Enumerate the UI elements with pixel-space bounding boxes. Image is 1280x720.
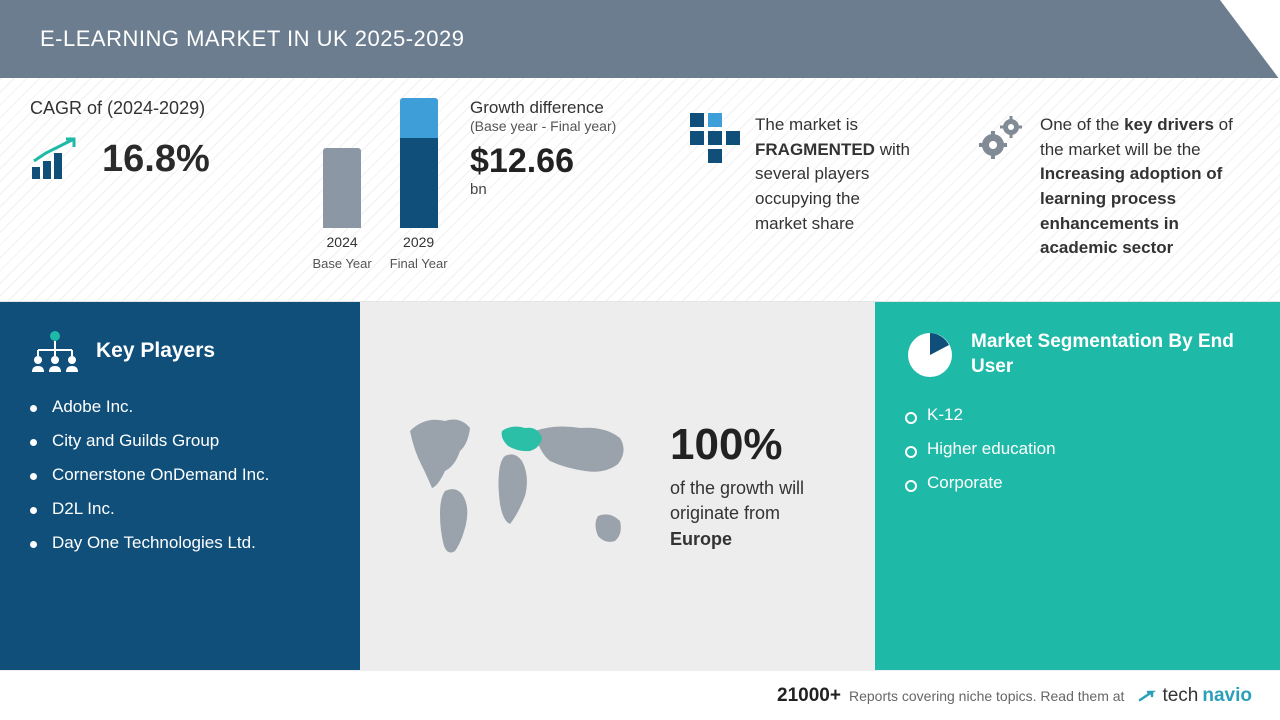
list-item: Adobe Inc.	[30, 390, 330, 424]
cagr-value: 16.8%	[102, 138, 210, 181]
list-item: Corporate	[905, 466, 1250, 500]
list-item: Higher education	[905, 432, 1250, 466]
bottom-row: Key Players Adobe Inc. City and Guilds G…	[0, 302, 1280, 670]
growth-origin-text: of the growth will originate from Europe	[670, 476, 845, 552]
report-count: 21000+	[777, 685, 841, 707]
growth-diff-block: Growth difference (Base year - Final yea…	[470, 98, 680, 271]
geography-panel: 100% of the growth will originate from E…	[360, 302, 875, 670]
key-driver-block: One of the key drivers of the market wil…	[975, 113, 1250, 271]
growth-diff-subtitle: (Base year - Final year)	[470, 118, 616, 134]
base-year-bar: 2024 Base Year	[312, 148, 371, 271]
growth-percent: 100%	[670, 420, 845, 470]
growth-diff-value: $12.66	[470, 142, 616, 181]
key-players-title: Key Players	[96, 339, 215, 363]
fragmented-text: The market is FRAGMENTED with several pl…	[755, 113, 915, 236]
market-fragment-icon	[690, 113, 740, 163]
list-item: D2L Inc.	[30, 492, 330, 526]
world-map-icon	[390, 396, 650, 576]
final-year-bar: 2029 Final Year	[390, 98, 448, 271]
people-network-icon	[30, 330, 80, 372]
key-players-list: Adobe Inc. City and Guilds Group Corners…	[30, 390, 330, 560]
fragmented-block: The market is FRAGMENTED with several pl…	[690, 113, 965, 271]
pie-chart-icon	[905, 330, 955, 380]
growth-diff-title: Growth difference	[470, 98, 616, 118]
growth-bars: 2024 Base Year 2029 Final Year	[300, 98, 460, 271]
top-stats-row: CAGR of (2024-2029) 16.8% 2024 Base	[0, 78, 1280, 302]
cagr-label: CAGR of (2024-2029)	[30, 98, 290, 119]
list-item: K-12	[905, 398, 1250, 432]
logo-arrow-icon	[1138, 686, 1158, 706]
segmentation-title: Market Segmentation By End User	[971, 330, 1250, 379]
growth-chart-icon	[30, 137, 84, 181]
list-item: Day One Technologies Ltd.	[30, 526, 330, 560]
segmentation-list: K-12 Higher education Corporate	[905, 398, 1250, 500]
segmentation-panel: Market Segmentation By End User K-12 Hig…	[875, 302, 1280, 670]
gears-icon	[975, 113, 1025, 163]
technavio-logo: technavio	[1138, 685, 1252, 707]
list-item: City and Guilds Group	[30, 424, 330, 458]
page-title: E-LEARNING MARKET IN UK 2025-2029	[40, 26, 1240, 52]
list-item: Cornerstone OnDemand Inc.	[30, 458, 330, 492]
growth-diff-unit: bn	[470, 181, 616, 198]
footer-text: Reports covering niche topics. Read them…	[849, 688, 1124, 704]
driver-text: One of the key drivers of the market wil…	[1040, 113, 1250, 261]
cagr-block: CAGR of (2024-2029) 16.8%	[30, 98, 290, 271]
footer: 21000+ Reports covering niche topics. Re…	[0, 670, 1280, 720]
key-players-panel: Key Players Adobe Inc. City and Guilds G…	[0, 302, 360, 670]
header: E-LEARNING MARKET IN UK 2025-2029	[0, 0, 1280, 78]
